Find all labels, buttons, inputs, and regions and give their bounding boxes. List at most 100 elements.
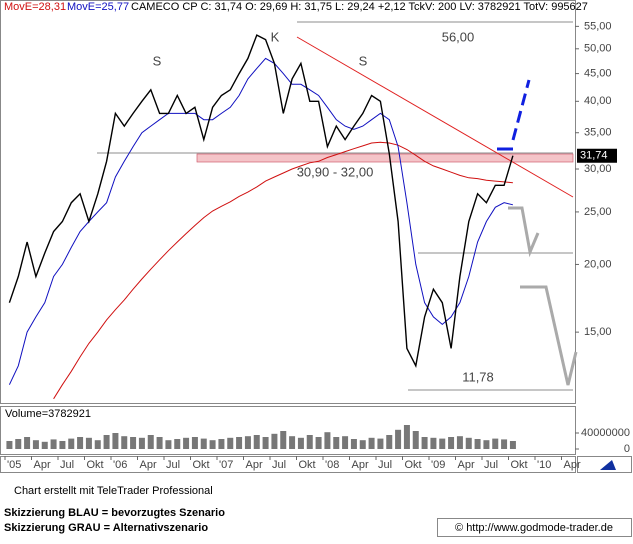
- volume-bar: [218, 439, 225, 449]
- volume-bar: [342, 436, 349, 449]
- x-tick-label: '05: [7, 459, 21, 471]
- x-tick-label: '08: [325, 459, 339, 471]
- last-price-label: 31,74: [580, 150, 608, 162]
- volume-bar: [403, 425, 410, 449]
- volume-bar: [138, 437, 145, 449]
- volume-tick-label: 0: [624, 443, 630, 455]
- volume-bar: [333, 437, 340, 449]
- footer-credit: Chart erstellt mit TeleTrader Profession…: [14, 485, 213, 497]
- x-tick-label: Okt: [511, 459, 528, 471]
- plot: [97, 21, 578, 391]
- y-tick-label: 50,00: [584, 43, 612, 55]
- volume-bar: [386, 435, 393, 449]
- volume-bar: [271, 433, 278, 449]
- footer-blue: Skizzierung BLAU = bevorzugtes Szenario: [4, 507, 225, 519]
- annotation: S: [153, 53, 162, 68]
- y-tick-label: 35,00: [584, 127, 612, 139]
- x-tick-label: Apr: [140, 459, 157, 471]
- tool-icon: [600, 460, 616, 470]
- volume-bar: [77, 437, 84, 449]
- volume-bar: [59, 441, 66, 449]
- x-tick-label: Apr: [34, 459, 51, 471]
- volume-bar: [465, 437, 472, 449]
- volume-bar: [262, 437, 269, 449]
- volume-bar: [41, 441, 48, 449]
- volume-bar: [280, 431, 287, 449]
- volume-bar: [6, 441, 13, 449]
- volume-bar: [324, 432, 331, 449]
- volume-bar: [200, 438, 207, 449]
- volume-bar: [359, 440, 366, 449]
- volume-bar: [456, 436, 463, 449]
- x-tick-label: Okt: [299, 459, 316, 471]
- x-tick-label: '06: [113, 459, 127, 471]
- x-tick-label: Okt: [87, 459, 104, 471]
- scenario-grey: [520, 285, 578, 386]
- volume-bar: [236, 437, 243, 449]
- volume-bar: [421, 437, 428, 449]
- x-tick-label: Apr: [246, 459, 263, 471]
- x-tick-label: Apr: [352, 459, 369, 471]
- price-frame: [0, 0, 576, 404]
- annotation: 56,00: [442, 29, 475, 44]
- tool-box: [577, 456, 632, 473]
- y-tick-label: 30,00: [584, 163, 612, 175]
- volume-bar: [15, 439, 22, 449]
- volume-bar: [377, 438, 384, 449]
- footer-grey: Skizzierung GRAU = Alternativszenario: [4, 522, 208, 534]
- volume-bar: [227, 437, 234, 449]
- volume-bar: [448, 437, 455, 449]
- scenario-grey: [508, 206, 540, 258]
- x-tick-label: Jul: [378, 459, 392, 471]
- annotation: S: [359, 53, 368, 68]
- volume-bar: [430, 437, 437, 449]
- series-line: [8, 34, 514, 368]
- volume-bar: [130, 437, 137, 449]
- x-tick-label: Okt: [405, 459, 422, 471]
- x-tick-label: Jul: [484, 459, 498, 471]
- y-tick-label: 40,00: [584, 95, 612, 107]
- volume-bar: [297, 437, 304, 449]
- x-tick-label: Apr: [458, 459, 475, 471]
- volume-bar: [121, 436, 128, 449]
- volume-bar: [112, 433, 119, 449]
- volume-bar: [253, 435, 260, 449]
- volume-bar: [209, 440, 216, 449]
- x-tick-label: Jul: [272, 459, 286, 471]
- volume-bar: [68, 438, 75, 449]
- volume-bar: [103, 435, 110, 449]
- volume-bar: [306, 435, 313, 449]
- y-tick-label: 20,00: [584, 258, 612, 270]
- annotation: 30,90 - 32,00: [297, 164, 374, 179]
- volume-bar: [174, 439, 181, 449]
- header-ma-blue: MovE=25,77: [67, 1, 129, 13]
- y-tick-label: 25,00: [584, 206, 612, 218]
- support-zone: [196, 153, 574, 163]
- annotation: K: [271, 29, 280, 44]
- volume-bar: [183, 437, 190, 449]
- volume-bar: [483, 440, 490, 449]
- x-axis-frame: [0, 456, 576, 473]
- x-tick-label: '09: [431, 459, 445, 471]
- x-tick-label: '07: [219, 459, 233, 471]
- volume-bar: [395, 429, 402, 449]
- volume-bar: [50, 439, 57, 449]
- volume-bar: [474, 439, 481, 449]
- volume-bar: [191, 437, 198, 449]
- x-tick-label: Apr: [564, 459, 581, 471]
- x-tick-label: Jul: [60, 459, 74, 471]
- y-tick-label: 15,00: [584, 326, 612, 338]
- volume-bar: [165, 440, 172, 449]
- volume-bar: [501, 439, 508, 449]
- volume-bar: [24, 437, 31, 449]
- x-tick-label: Okt: [193, 459, 210, 471]
- annotation: 11,78: [462, 369, 494, 384]
- trend-line: [296, 36, 574, 198]
- source-box: [437, 518, 632, 537]
- series-line: [8, 57, 514, 385]
- volume-bar: [315, 437, 322, 449]
- volume-bar: [156, 437, 163, 449]
- series-line: [53, 141, 513, 400]
- volume-bar: [368, 437, 375, 449]
